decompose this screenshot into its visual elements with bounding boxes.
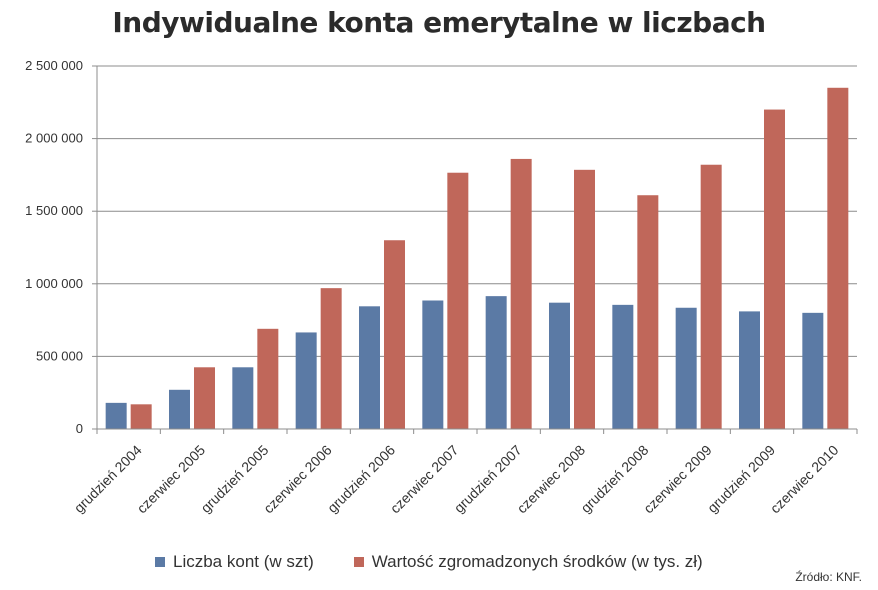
bar-series-1 bbox=[739, 311, 760, 429]
y-axis-ticks: 0 500 000 1 000 000 1 500 000 2 000 000 2 500… bbox=[25, 58, 83, 436]
bar-series-1 bbox=[359, 306, 380, 429]
bar-series-1 bbox=[802, 312, 824, 429]
bar-series-2 bbox=[320, 288, 342, 429]
axes bbox=[92, 65, 858, 434]
y-tick-label: 500 000 bbox=[36, 348, 83, 363]
bar-series-1 bbox=[105, 402, 127, 429]
bar-series-1 bbox=[612, 304, 634, 429]
bar-series-2 bbox=[130, 404, 152, 429]
bars bbox=[105, 87, 849, 430]
bar-series-2 bbox=[637, 195, 659, 429]
chart-title: Indywidualne konta emerytalne w liczbach bbox=[112, 6, 766, 39]
bar-series-2 bbox=[510, 158, 532, 430]
bar-series-2 bbox=[384, 240, 405, 429]
bar-series-1 bbox=[422, 300, 444, 429]
y-tick-label: 1 500 000 bbox=[25, 203, 83, 218]
legend: Liczba kont (w szt) Wartość zgromadzonyc… bbox=[155, 552, 743, 572]
legend-label-series-1: Liczba kont (w szt) bbox=[173, 552, 314, 571]
bar-series-2 bbox=[257, 328, 279, 429]
legend-item-series-2: Wartość zgromadzonych środków (w tys. zł… bbox=[353, 552, 703, 572]
bar-series-1 bbox=[295, 332, 317, 429]
legend-label-series-2: Wartość zgromadzonych środków (w tys. zł… bbox=[371, 552, 703, 571]
bar-series-1 bbox=[549, 302, 570, 429]
source-note: Źródło: KNF. bbox=[795, 570, 862, 584]
bar-series-2 bbox=[764, 109, 785, 429]
y-tick-label: 2 000 000 bbox=[25, 131, 83, 146]
bar-series-1 bbox=[232, 367, 254, 429]
x-category-label: czerwiec 2010 bbox=[767, 442, 842, 517]
bar-series-2 bbox=[574, 169, 595, 429]
bar-series-2 bbox=[447, 172, 469, 430]
legend-item-series-1: Liczba kont (w szt) bbox=[155, 552, 314, 572]
bar-series-1 bbox=[169, 389, 190, 429]
y-tick-label: 1 000 000 bbox=[25, 276, 83, 291]
bar-series-1 bbox=[675, 307, 697, 429]
bar-series-2 bbox=[194, 367, 215, 429]
legend-swatch-series-1 bbox=[155, 557, 165, 567]
y-tick-label: 2 500 000 bbox=[25, 58, 83, 73]
y-tick-label: 0 bbox=[76, 421, 83, 436]
bar-series-2 bbox=[827, 87, 849, 429]
bar-series-1 bbox=[485, 296, 507, 429]
bar-series-2 bbox=[700, 164, 722, 429]
legend-swatch-series-2 bbox=[353, 557, 364, 567]
